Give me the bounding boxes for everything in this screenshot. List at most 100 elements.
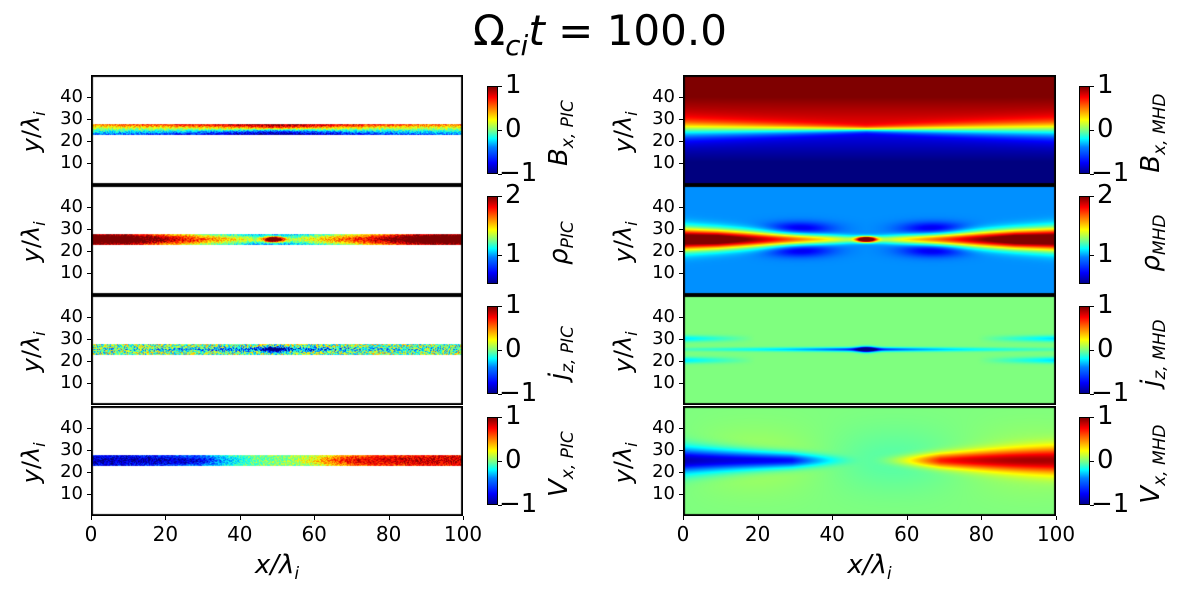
x-tick-mark (832, 516, 834, 520)
colorbar-tick-label: 1 (505, 70, 522, 100)
y-tick-mark (679, 428, 683, 429)
colorbar-tick-label: 1 (1097, 401, 1114, 431)
colorbar-tick-label: 0 (505, 334, 522, 364)
y-tick-label: 10 (60, 262, 83, 283)
y-tick-mark (87, 450, 91, 451)
y-axis-label: y/λi (17, 331, 49, 373)
y-axis-label: y/λi (609, 442, 641, 484)
y-tick-mark (679, 494, 683, 495)
colorbar-tick-mark (1090, 306, 1094, 307)
y-tick-label: 20 (652, 240, 675, 261)
colorbar-tick-label: −1 (499, 489, 538, 519)
colorbar-tick-label: 1 (505, 238, 522, 269)
heatmap-bx-pic (91, 75, 463, 185)
y-tick-label: 10 (652, 483, 675, 504)
y-tick-mark (679, 97, 683, 98)
x-tick-label: 0 (84, 522, 98, 546)
y-tick-mark (679, 317, 683, 318)
colorbar-tick-label: −1 (1091, 378, 1130, 408)
x-tick-mark (165, 516, 167, 520)
colorbar-tick-mark (498, 505, 502, 506)
y-tick-mark (679, 472, 683, 473)
y-tick-label: 20 (60, 130, 83, 151)
heatmap-bx-mhd (683, 75, 1056, 185)
colorbar-tick-mark (498, 461, 502, 462)
x-tick-label: 40 (819, 522, 845, 546)
heatmap-rho-mhd (683, 185, 1056, 295)
x-tick-label: 20 (744, 522, 771, 546)
x-tick-mark (239, 516, 241, 520)
y-tick-label: 30 (60, 218, 83, 239)
y-tick-mark (679, 163, 683, 164)
colorbar-tick-label: −1 (1091, 489, 1130, 519)
colorbar-bx-pic (487, 86, 498, 174)
y-tick-label: 40 (60, 306, 83, 327)
y-tick-label: 30 (652, 218, 675, 239)
y-tick-mark (87, 97, 91, 98)
colorbar-tick-mark (1090, 461, 1094, 462)
colorbar-tick-mark (498, 394, 502, 395)
y-tick-label: 20 (652, 350, 675, 371)
colorbar-tick-mark (1090, 196, 1094, 197)
colorbar-tick-mark (1090, 130, 1094, 131)
colorbar-tick-label: 2 (505, 180, 522, 210)
colorbar-tick-mark (1090, 254, 1094, 256)
y-axis-label: y/λi (17, 442, 49, 484)
colorbar-label: jz, PIC (543, 326, 579, 381)
colorbar-tick-mark (498, 130, 502, 131)
x-tick-label: 0 (676, 522, 690, 546)
colorbar-tick-label: −1 (1091, 158, 1130, 188)
y-axis-label: y/λi (609, 111, 641, 153)
y-tick-mark (87, 251, 91, 252)
colorbar-tick-mark (1090, 417, 1094, 418)
y-tick-label: 40 (60, 417, 83, 438)
y-tick-label: 40 (652, 196, 675, 217)
x-tick-label: 100 (1036, 522, 1076, 546)
colorbar-tick-label: 1 (505, 290, 522, 320)
colorbar-label: Bx, PIC (543, 100, 579, 167)
colorbar-tick-mark (1090, 174, 1094, 175)
colorbar-tick-label: 0 (1097, 334, 1114, 364)
x-tick-mark (683, 516, 684, 520)
colorbar-tick-label: −1 (499, 158, 538, 188)
x-tick-mark (757, 516, 759, 520)
y-axis-label: y/λi (609, 331, 641, 373)
colorbar-tick-mark (1090, 394, 1094, 395)
y-tick-label: 40 (60, 196, 83, 217)
colorbar-tick-label: 2 (1097, 180, 1114, 210)
y-tick-mark (679, 119, 683, 120)
y-tick-mark (679, 450, 683, 451)
y-tick-label: 30 (60, 108, 83, 129)
x-tick-label: 60 (301, 522, 327, 546)
y-tick-label: 10 (60, 372, 83, 393)
y-tick-mark (87, 472, 91, 473)
x-tick-mark (906, 516, 908, 520)
colorbar-tick-label: 1 (1097, 70, 1114, 100)
x-axis-label: x/λi (847, 550, 892, 585)
colorbar-tick-mark (498, 86, 502, 87)
y-tick-label: 30 (652, 439, 675, 460)
y-tick-mark (679, 141, 683, 142)
colorbar-label: Vx, PIC (543, 431, 579, 497)
colorbar-tick-label: 0 (505, 114, 522, 144)
colorbar-tick-mark (498, 350, 502, 351)
y-tick-mark (87, 317, 91, 318)
colorbar-tick-label: 1 (1097, 238, 1114, 269)
y-tick-label: 20 (60, 350, 83, 371)
y-tick-label: 20 (60, 240, 83, 261)
colorbar-label: Vx, MHD (1135, 424, 1171, 504)
x-axis-label: x/λi (254, 550, 300, 585)
y-tick-label: 10 (60, 152, 83, 173)
y-tick-mark (679, 229, 683, 230)
y-tick-label: 40 (652, 417, 675, 438)
x-tick-mark (314, 516, 316, 520)
colorbar-jz-pic (487, 306, 498, 394)
y-tick-mark (87, 494, 91, 495)
heatmap-jz-pic (91, 295, 463, 405)
y-axis-label: y/λi (17, 111, 49, 153)
y-tick-label: 30 (60, 328, 83, 349)
y-tick-mark (87, 428, 91, 429)
x-tick-mark (1056, 516, 1057, 520)
colorbar-label: ρMHD (1135, 214, 1171, 272)
x-tick-label: 20 (152, 522, 179, 546)
